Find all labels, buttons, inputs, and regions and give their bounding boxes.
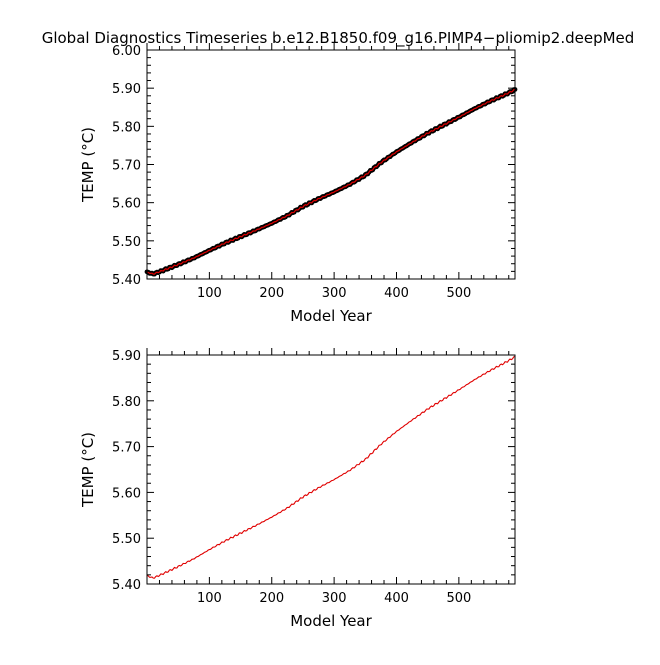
y-tick-label: 5.70 — [112, 441, 141, 456]
x-axis-label: Model Year — [290, 612, 372, 630]
plot-frame — [146, 49, 516, 280]
y-tick-label: 5.80 — [112, 120, 141, 135]
x-tick-label: 400 — [384, 591, 409, 606]
y-tick-label: 5.80 — [112, 395, 141, 410]
y-axis-label: TEMP (°C) — [79, 432, 97, 508]
chart-panel-1: 100 200 300 400 500 5.40 5.50 5.60 5.70 5.80 5.90 6… — [79, 43, 518, 325]
x-tick-label: 300 — [322, 591, 347, 606]
x-tick-label: 500 — [446, 286, 471, 301]
series-line — [146, 88, 516, 275]
axis-ticks — [146, 348, 515, 585]
x-tick-label: 300 — [322, 286, 347, 301]
chart-title: Global Diagnostics Timeseries b.e12.B185… — [42, 29, 635, 48]
x-tick-label: 100 — [197, 591, 222, 606]
chart-panel-2: 100 200 300 400 500 5.40 5.50 5.60 5.70 5.80 5.90 M… — [79, 348, 516, 630]
y-axis-label: TEMP (°C) — [79, 127, 97, 203]
y-tick-label: 5.50 — [112, 235, 141, 250]
axis-ticks — [146, 43, 515, 280]
x-tick-label: 400 — [384, 286, 409, 301]
y-tick-label: 6.00 — [112, 44, 141, 59]
y-tick-label: 5.90 — [112, 349, 141, 364]
y-tick-label: 5.40 — [112, 578, 141, 593]
x-tick-label: 500 — [446, 591, 471, 606]
y-tick-label: 5.70 — [112, 159, 141, 174]
x-tick-label: 100 — [197, 286, 222, 301]
y-tick-label: 5.40 — [112, 273, 141, 288]
x-axis-label: Model Year — [290, 307, 372, 325]
y-tick-label: 5.60 — [112, 486, 141, 501]
plot-frame — [146, 354, 516, 585]
y-tick-label: 5.50 — [112, 532, 141, 547]
x-tick-label: 200 — [259, 286, 284, 301]
y-tick-label: 5.90 — [112, 82, 141, 97]
series-line — [146, 356, 516, 579]
y-tick-label: 5.60 — [112, 197, 141, 212]
x-tick-label: 200 — [259, 591, 284, 606]
